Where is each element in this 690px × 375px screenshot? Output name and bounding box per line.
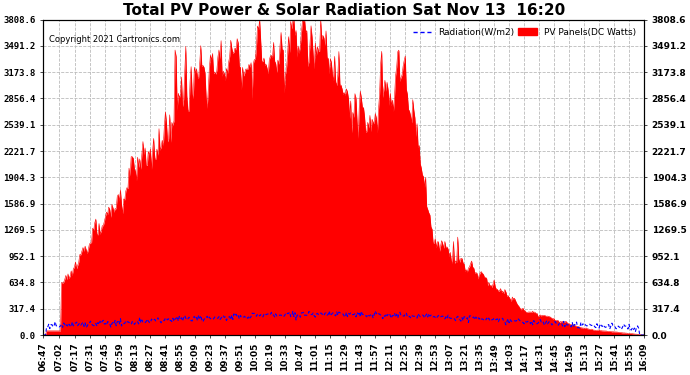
Title: Total PV Power & Solar Radiation Sat Nov 13  16:20: Total PV Power & Solar Radiation Sat Nov… [123, 3, 565, 18]
Text: Copyright 2021 Cartronics.com: Copyright 2021 Cartronics.com [50, 35, 180, 44]
Legend: Radiation(W/m2), PV Panels(DC Watts): Radiation(W/m2), PV Panels(DC Watts) [409, 24, 640, 40]
